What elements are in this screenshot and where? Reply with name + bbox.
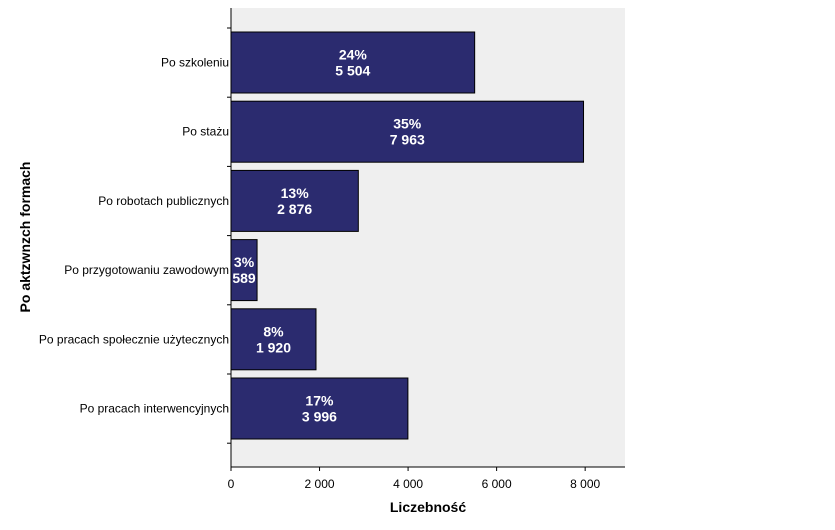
x-axis: 0 2 000 4 000 6 000 8 000 <box>228 466 625 491</box>
category-label: Po pracach społecznie użytecznych <box>39 332 229 346</box>
bar-percent-label: 24% <box>339 47 368 63</box>
bar-value-label: 5 504 <box>335 63 370 79</box>
bar-value-label: 589 <box>232 270 256 286</box>
category-label: Po szkoleniu <box>161 56 229 70</box>
bar-value-label: 2 876 <box>277 201 312 217</box>
category-label: Po stażu <box>182 125 229 139</box>
category-label: Po pracach interwencyjnych <box>80 402 229 416</box>
bar-percent-label: 35% <box>393 116 422 132</box>
bar-percent-label: 8% <box>263 323 284 339</box>
bar-value-label: 1 920 <box>256 339 291 355</box>
y-axis <box>227 8 232 467</box>
x-axis-title: Liczebność <box>390 499 466 515</box>
bars-group: 24%5 504 35%7 963 13%2 876 3%589 8%1 920 17%3… <box>230 31 585 440</box>
bar-percent-label: 17% <box>305 393 334 409</box>
bar <box>230 31 476 94</box>
category-label: Po robotach publicznych <box>98 194 229 208</box>
x-tick-label: 2 000 <box>305 477 335 491</box>
x-tick-label: 0 <box>228 477 235 491</box>
bar <box>230 377 409 440</box>
category-label: Po przygotowaniu zawodowym <box>64 263 229 277</box>
bar <box>230 169 359 232</box>
x-tick-label: 6 000 <box>482 477 512 491</box>
bar-value-label: 3 996 <box>302 409 337 425</box>
bar-value-label: 7 963 <box>390 132 425 148</box>
bar-percent-label: 3% <box>234 254 255 270</box>
bar <box>230 308 317 371</box>
bar <box>230 239 258 302</box>
x-tick-label: 8 000 <box>570 477 600 491</box>
y-axis-title: Po aktzwnzch formach <box>17 162 33 313</box>
bar-percent-label: 13% <box>281 185 310 201</box>
category-labels: Po szkoleniu Po stażu Po robotach publiczn… <box>39 56 229 416</box>
x-tick-label: 4 000 <box>393 477 423 491</box>
